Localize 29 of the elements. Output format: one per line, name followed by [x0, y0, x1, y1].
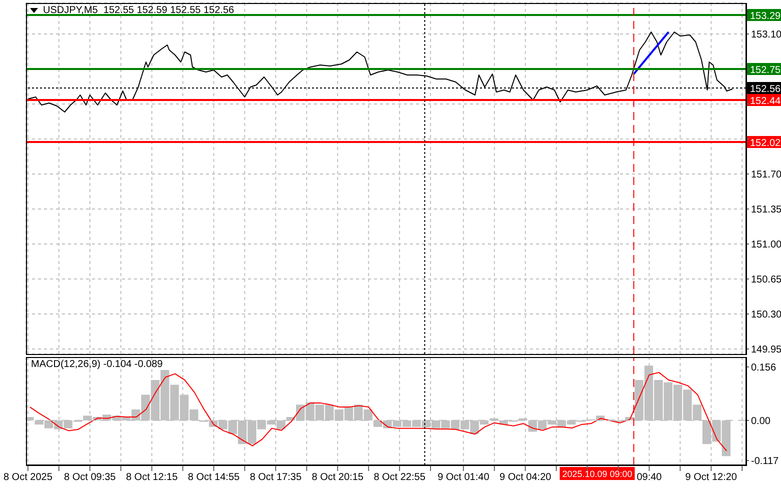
x-tick-label: 09:40 [636, 472, 662, 484]
x-tick-label: 8 Oct 14:55 [188, 472, 240, 484]
x-tick-label: 8 Oct 22:55 [374, 472, 426, 484]
y-tick-label: 153.10 [751, 30, 781, 41]
y-tick-label: 150.65 [751, 274, 781, 286]
ref-line-label: 152.44 [750, 96, 781, 107]
chart-title: USDJPY,M5 152.55 152.59 152.55 152.56 [43, 5, 234, 16]
ref-line-label: 153.29 [750, 11, 781, 22]
y-tick-label: 149.95 [751, 344, 781, 356]
y-tick-label: 150.30 [751, 310, 781, 321]
ref-line-label: 152.02 [750, 138, 781, 149]
ref-line-label: 152.56 [750, 84, 781, 95]
y-tick-label: 151.35 [751, 204, 781, 216]
x-tick-label: 8 Oct 20:15 [312, 472, 364, 484]
y-tick-label: 0.156 [751, 362, 776, 374]
x-tick-label: 9 Oct 12:20 [685, 472, 738, 484]
x-tick-label: 8 Oct 12:15 [126, 472, 178, 484]
x-tick-label: 8 Oct 2025 [3, 472, 53, 484]
y-tick-label: 151.00 [751, 240, 781, 251]
y-tick-label: 0.00 [751, 416, 771, 427]
x-tick-label: 9 Oct 01:40 [438, 472, 490, 484]
x-tick-label: 9 Oct 04:20 [500, 472, 552, 484]
ref-line-label: 2025.10.09 09:00 [562, 469, 632, 479]
x-tick-label: 8 Oct 09:35 [64, 472, 116, 484]
chart-title: MACD(12,26,9) -0.104 -0.089 [31, 359, 163, 370]
y-tick-label: -0.117 [751, 456, 780, 468]
y-tick-label: 151.70 [751, 170, 781, 181]
x-tick-label: 8 Oct 17:35 [250, 472, 302, 484]
ref-line-label: 152.75 [750, 65, 781, 76]
